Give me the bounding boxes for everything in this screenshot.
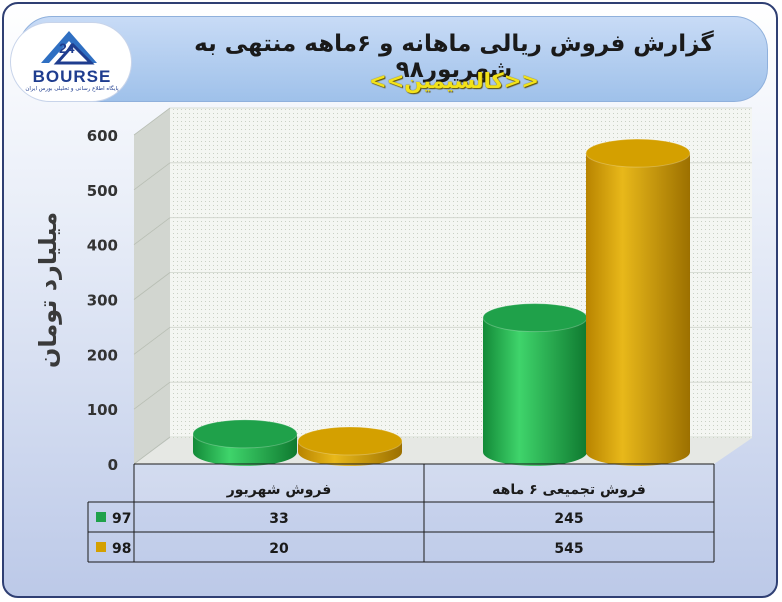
y-tick-label: 600 xyxy=(87,127,118,145)
category-label: فروش شهریور xyxy=(226,482,332,498)
bar-98-0 xyxy=(297,426,403,466)
grid-line-side xyxy=(133,272,171,300)
y-tick-label: 400 xyxy=(87,237,118,255)
bar-97-1 xyxy=(482,303,588,466)
table-cell-value: 33 xyxy=(269,511,288,527)
grid-line-side xyxy=(133,107,171,136)
table-cell-value: 245 xyxy=(554,511,583,527)
chart-subtitle: <<کالسیمین>> xyxy=(369,69,539,93)
bar-97-0 xyxy=(192,419,298,466)
header-banner: گزارش فروش ریالی ماهانه و ۶ماهه منتهی به… xyxy=(18,16,768,102)
table-cell-value: 20 xyxy=(269,541,289,557)
bar-98-1 xyxy=(585,138,691,466)
chart-title: گزارش فروش ریالی ماهانه و ۶ماهه منتهی به… xyxy=(194,31,714,83)
legend-label: 98 xyxy=(112,541,131,557)
bourse-logo: 24 BOURSE پایگاه اطلاع رسانی و تحلیلی بو… xyxy=(10,22,132,102)
grid-line-side xyxy=(133,381,171,410)
svg-text:24: 24 xyxy=(59,40,75,56)
category-label: فروش تجمیعی ۶ ماهه xyxy=(492,482,646,498)
logo-mark-icon: 24 xyxy=(41,31,97,65)
grid-line-side xyxy=(133,327,171,355)
y-tick-label: 300 xyxy=(87,292,118,310)
grid-line-side xyxy=(133,217,171,245)
y-tick-label: 100 xyxy=(87,401,118,419)
legend-label: 97 xyxy=(112,511,131,527)
logo-word: BOURSE xyxy=(32,67,112,86)
legend-swatch-97 xyxy=(96,512,106,522)
y-tick-label: 500 xyxy=(87,182,118,200)
y-axis-label: میلیارد تومان xyxy=(34,212,62,368)
logo-tagline: پایگاه اطلاع رسانی و تحلیلی بورس ایران xyxy=(25,86,119,92)
y-tick-label: 200 xyxy=(87,346,118,364)
y-tick-label: 0 xyxy=(108,456,118,474)
legend-swatch-98 xyxy=(96,542,106,552)
grid-line-side xyxy=(133,162,171,191)
grid-line-side xyxy=(133,436,171,465)
table-cell-value: 545 xyxy=(554,541,583,557)
